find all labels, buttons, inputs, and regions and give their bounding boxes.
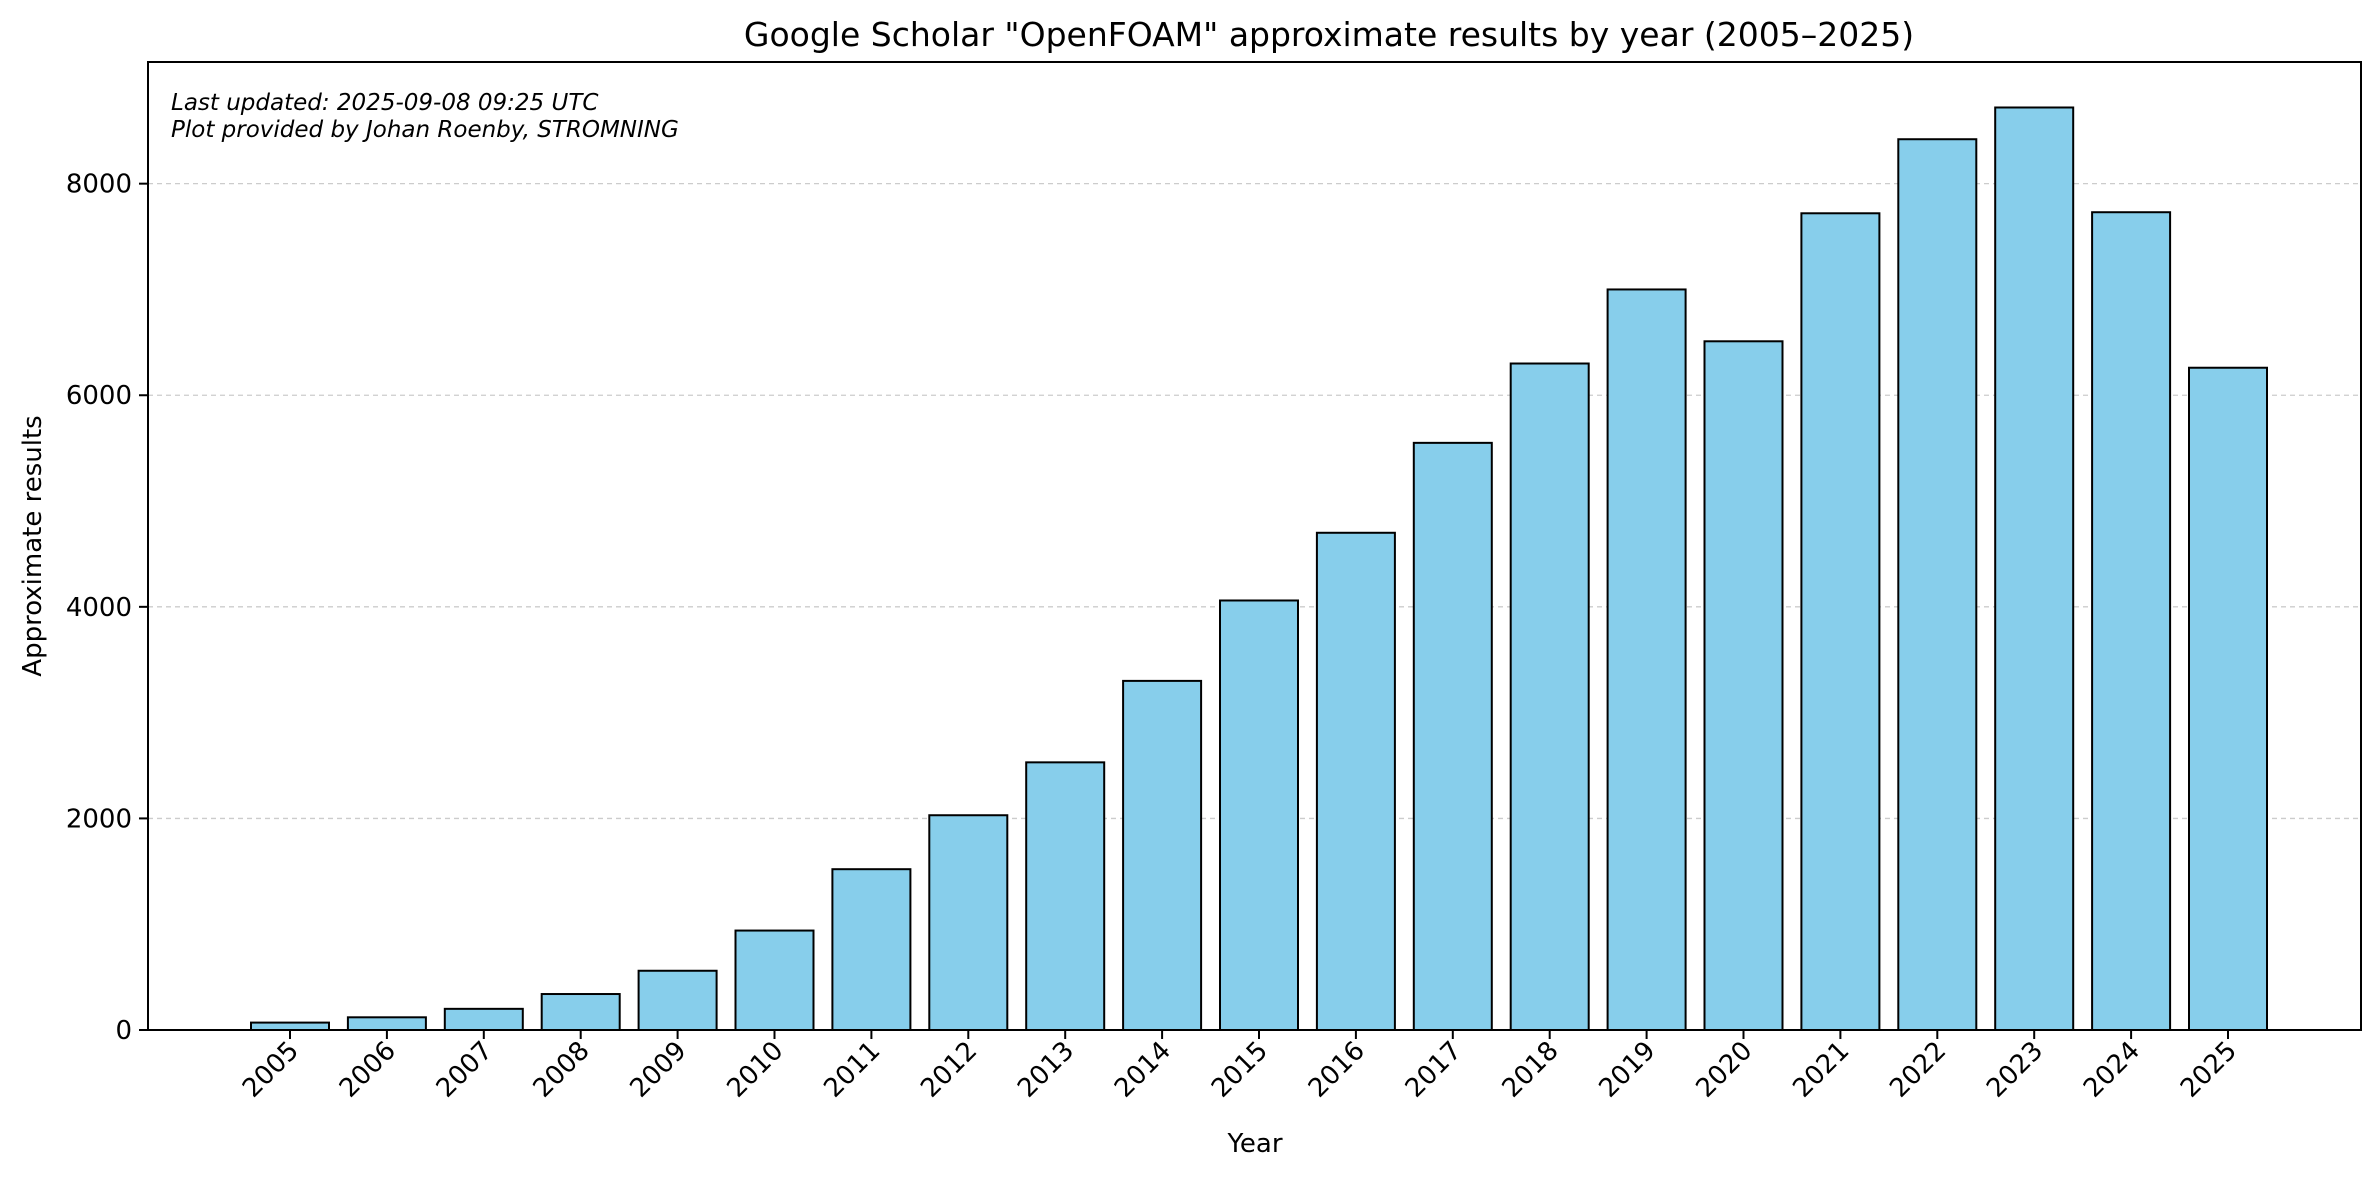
bar-2010 <box>734 929 815 1031</box>
y-axis-ticks: 0 2000 4000 6000 8000 <box>66 170 148 1046</box>
y-tick-label: 0 <box>115 1016 132 1046</box>
y-tick-label: 2000 <box>66 804 132 834</box>
credit-annotation: Plot provided by Johan Roenby, STROMNING <box>171 117 679 143</box>
bar-2022 <box>1897 138 1978 1032</box>
bar-2012 <box>928 814 1009 1031</box>
bars <box>250 106 2268 1032</box>
bar-2019 <box>1606 288 1687 1031</box>
bar-2021 <box>1800 212 1881 1031</box>
plot-area-frame <box>147 61 2362 1031</box>
bar-2005 <box>250 1021 330 1032</box>
bar-2016 <box>1315 531 1396 1031</box>
y-tick-label: 6000 <box>66 381 132 411</box>
bar-2014 <box>1122 679 1203 1031</box>
x-axis-label: Year <box>1226 1129 1282 1159</box>
y-tick-label: 8000 <box>66 170 132 200</box>
bar-2017 <box>1412 441 1493 1031</box>
bar-2025 <box>2188 366 2268 1032</box>
last-updated-annotation: Last updated: 2025-09-08 09:25 UTC <box>171 90 598 116</box>
bar-2007 <box>443 1007 524 1032</box>
bar-2013 <box>1025 761 1106 1031</box>
bar-2009 <box>637 969 718 1032</box>
bar-2023 <box>1994 106 2075 1031</box>
y-axis-label: Approximate results <box>18 415 48 676</box>
y-tick-label: 4000 <box>66 593 132 623</box>
bar-2020 <box>1703 340 1784 1031</box>
bar-2011 <box>831 868 912 1031</box>
bar-2006 <box>346 1016 427 1032</box>
bar-2018 <box>1509 362 1590 1032</box>
bar-2024 <box>2091 211 2172 1031</box>
chart-title: Google Scholar "OpenFOAM" approximate re… <box>744 15 1914 54</box>
bar-2015 <box>1219 599 1299 1031</box>
bar-2008 <box>540 993 621 1031</box>
